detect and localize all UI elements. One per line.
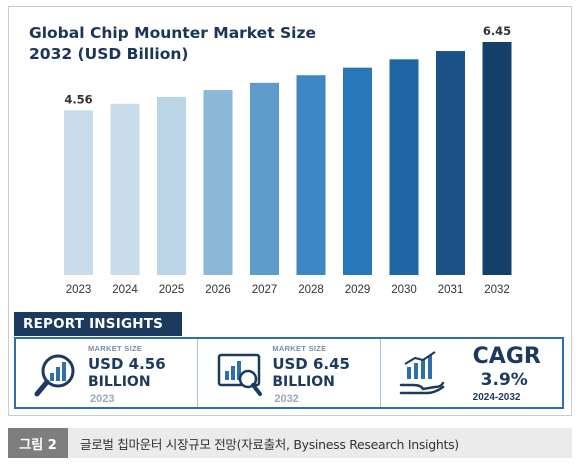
data-label: 6.45	[483, 24, 511, 38]
x-tick-label: 2031	[438, 284, 464, 296]
bar-2024	[110, 103, 140, 275]
cagr-value: 3.9%	[480, 370, 528, 390]
insight-panel-2032: MARKET SIZE USD 6.45 BILLION 2032	[198, 339, 381, 407]
x-tick-label: 2027	[252, 284, 278, 296]
panel-small-label: MARKET SIZE	[272, 344, 327, 353]
report-insights-box: MARKET SIZE USD 4.56 BILLION 2023 MARKET…	[14, 337, 564, 409]
monitor-chart-icon	[218, 353, 263, 396]
insight-panel-2023: MARKET SIZE USD 4.56 BILLION 2023	[16, 339, 199, 407]
bar-2030	[389, 59, 419, 275]
x-tick-label: 2023	[66, 284, 92, 296]
x-tick-label: 2024	[112, 284, 138, 296]
bar-chart: 2023 4.56 2024 2025 2026 2027 2028 2029 2030 2031…	[64, 24, 512, 296]
cagr-label: CAGR	[472, 344, 541, 369]
panel-unit: BILLION	[272, 374, 335, 390]
insight-panel-cagr: CAGR 3.9% 2024-2032	[381, 339, 562, 407]
bar-2025	[157, 96, 186, 275]
x-tick-label: 2029	[345, 284, 371, 296]
report-insights-header: REPORT INSIGHTS	[14, 312, 182, 336]
panel-value: USD 6.45	[272, 355, 350, 373]
chart-title-line2: 2032 (USD Billion)	[29, 45, 189, 63]
x-tick-label: 2030	[391, 284, 417, 296]
data-label: 4.56	[64, 92, 92, 106]
panel-year: 2032	[274, 393, 299, 405]
bar-2031	[436, 51, 465, 275]
panel-small-label: MARKET SIZE	[88, 344, 143, 353]
bar-2028	[296, 75, 326, 276]
x-tick-label: 2026	[205, 284, 231, 296]
bar-2032	[482, 42, 512, 275]
panel-value: USD 4.56	[88, 355, 166, 373]
bar-2029	[343, 67, 372, 275]
x-tick-label: 2028	[298, 284, 324, 296]
magnifier-chart-icon	[34, 354, 75, 397]
chart-title: Global Chip Mounter Market Size 2032 (US…	[29, 23, 359, 65]
chart-title-line1: Global Chip Mounter Market Size	[29, 24, 317, 42]
bar-2026	[203, 90, 233, 276]
hand-growth-chart-icon	[399, 351, 444, 395]
cagr-years: 2024-2032	[472, 392, 521, 403]
panel-year: 2023	[90, 393, 115, 405]
bar-2023	[64, 110, 93, 276]
panel-unit: BILLION	[88, 374, 151, 390]
x-tick-label: 2032	[484, 284, 510, 296]
figure-caption: 그림 2 글로벌 칩마운터 시장규모 전망(자료출처, Bysiness Res…	[8, 428, 572, 458]
figure-badge: 그림 2	[8, 428, 68, 458]
figure-caption-text: 글로벌 칩마운터 시장규모 전망(자료출처, Bysiness Research…	[80, 436, 459, 452]
x-tick-label: 2025	[159, 284, 185, 296]
bar-2027	[250, 82, 279, 275]
